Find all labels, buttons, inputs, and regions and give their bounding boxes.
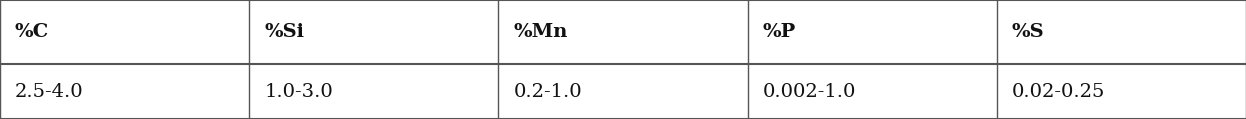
Text: %C: %C xyxy=(15,23,49,41)
Text: 0.002-1.0: 0.002-1.0 xyxy=(763,83,856,101)
Text: 1.0-3.0: 1.0-3.0 xyxy=(264,83,333,101)
Text: 2.5-4.0: 2.5-4.0 xyxy=(15,83,83,101)
Text: %Mn: %Mn xyxy=(513,23,568,41)
Text: 0.02-0.25: 0.02-0.25 xyxy=(1012,83,1105,101)
Text: %S: %S xyxy=(1012,23,1044,41)
Text: %P: %P xyxy=(763,23,796,41)
Text: 0.2-1.0: 0.2-1.0 xyxy=(513,83,582,101)
Text: %Si: %Si xyxy=(264,23,304,41)
